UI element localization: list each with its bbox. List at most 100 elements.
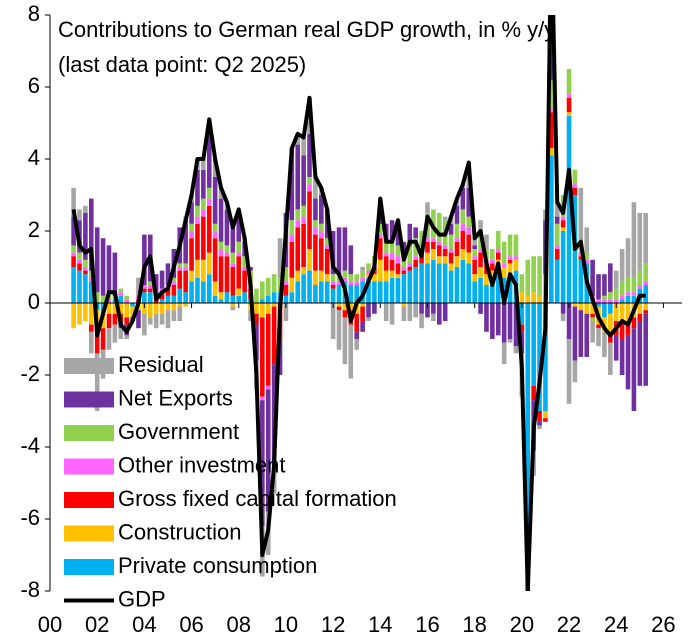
bar-segment	[637, 303, 643, 314]
bar-segment	[366, 263, 371, 271]
bar-segment	[319, 270, 324, 282]
bar-segment	[531, 292, 536, 303]
bar-segment	[147, 285, 153, 289]
bar-segment	[395, 277, 401, 303]
bar-segment	[513, 346, 519, 354]
bar-segment	[212, 231, 218, 239]
bar-segment	[83, 270, 88, 275]
bar-segment	[212, 177, 218, 224]
bar-segment	[295, 209, 301, 221]
bar-segment	[77, 209, 82, 221]
legend-swatch	[64, 358, 114, 374]
bar-segment	[519, 274, 525, 293]
bar-segment	[383, 256, 389, 271]
bar-segment	[218, 241, 224, 249]
bar-segment	[360, 267, 365, 271]
bar-segment	[419, 263, 424, 303]
bar-segment	[366, 303, 371, 318]
bar-segment	[507, 274, 513, 303]
bar-segment	[549, 155, 554, 303]
bar-segment	[124, 295, 129, 300]
bar-segment	[171, 277, 177, 282]
bar-segment	[383, 281, 389, 303]
bar-segment	[236, 288, 242, 296]
bar-segment	[472, 259, 477, 275]
bar-segment	[436, 263, 442, 303]
bar-segment	[212, 281, 218, 296]
bar-segment	[566, 303, 572, 339]
bar-segment	[448, 249, 454, 253]
bar-segment	[118, 303, 124, 314]
bar-segment	[224, 256, 230, 293]
bar-segment	[100, 295, 106, 303]
bar-segment	[324, 245, 330, 249]
legend-swatch	[64, 492, 114, 508]
bar-segment	[578, 259, 584, 303]
bar-segment	[478, 267, 483, 278]
bar-segment	[313, 227, 318, 235]
bar-segment	[242, 267, 247, 271]
legend-label: GDP	[118, 586, 166, 611]
bar-segment	[407, 223, 413, 246]
bar-segment	[330, 303, 336, 339]
bar-segment	[495, 274, 501, 303]
bar-segment	[319, 231, 324, 239]
bar-segment	[619, 295, 625, 300]
bar-segment	[625, 295, 631, 303]
bar-segment	[478, 303, 483, 314]
y-tick-label: 8	[28, 1, 40, 26]
bar-segment	[295, 220, 301, 228]
bar-segment	[413, 238, 418, 257]
bar-segment	[413, 267, 418, 303]
bar-segment	[201, 216, 206, 260]
bar-segment	[431, 259, 436, 303]
bar-segment	[602, 295, 607, 300]
bar-segment	[413, 227, 418, 239]
bar-segment	[472, 238, 477, 246]
bar-segment	[183, 292, 188, 303]
bar-segment	[448, 252, 454, 264]
bar-segment	[554, 223, 560, 246]
bar-segment	[554, 216, 560, 224]
bar-segment	[578, 310, 584, 357]
bar-segment	[171, 295, 177, 303]
bar-segment	[206, 205, 212, 253]
bar-segment	[448, 234, 454, 249]
bar-segment	[319, 281, 324, 303]
bar-segment	[413, 303, 418, 318]
bar-segment	[484, 285, 489, 303]
bar-segment	[307, 184, 312, 192]
bar-segment	[77, 270, 82, 303]
bar-segment	[77, 303, 82, 325]
bar-segment	[472, 274, 477, 282]
bar-segment	[619, 303, 625, 321]
bar-segment	[425, 202, 430, 213]
bar-segment	[242, 256, 247, 267]
bar-segment	[201, 159, 206, 170]
bar-segment	[560, 303, 566, 314]
bar-segment	[519, 292, 525, 303]
bar-segment	[537, 425, 542, 429]
bar-segment	[490, 249, 495, 260]
bar-segment	[613, 303, 619, 321]
bar-segment	[224, 209, 230, 246]
bar-segment	[395, 274, 401, 278]
bar-segment	[230, 295, 236, 303]
bar-segment	[513, 303, 519, 347]
bar-segment	[484, 274, 489, 285]
bar-segment	[572, 169, 578, 185]
bar-segment	[271, 292, 277, 303]
bar-segment	[283, 267, 289, 282]
bar-segment	[201, 281, 206, 303]
bar-segment	[560, 231, 566, 303]
bar-segment	[94, 292, 100, 303]
bar-segment	[195, 259, 200, 278]
bar-segment	[177, 267, 183, 271]
bar-segment	[106, 313, 112, 329]
bar-segment	[71, 216, 76, 246]
bar-segment	[478, 252, 483, 267]
bar-segment	[613, 270, 619, 289]
bar-segment	[507, 263, 513, 275]
bar-segment	[342, 317, 348, 365]
bar-segment	[142, 313, 147, 336]
